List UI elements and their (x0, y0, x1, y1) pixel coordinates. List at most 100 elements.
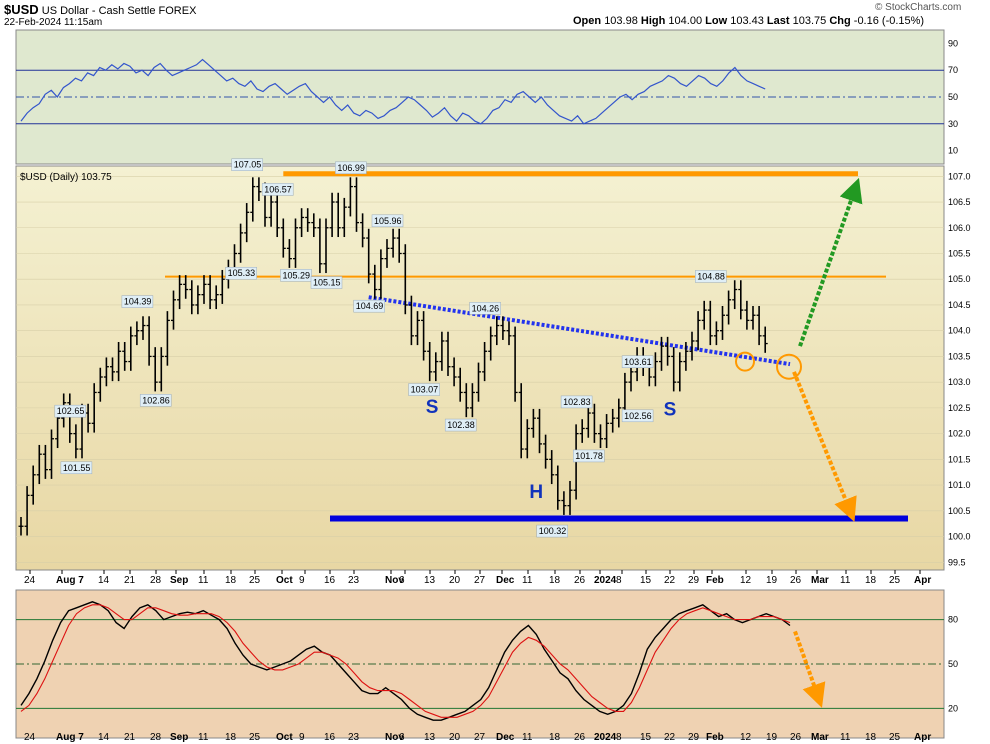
price-annotation: 104.69 (356, 301, 384, 311)
stoch-x-tick-label: 26 (790, 732, 802, 743)
stoch-x-tick-label: 11 (522, 732, 533, 743)
price-x-tick-label: Dec (496, 575, 515, 586)
price-x-tick-label: 11 (198, 575, 209, 586)
price-annotation: 106.57 (264, 184, 292, 194)
chg-value: -0.16 (-0.15%) (853, 15, 925, 27)
price-annotation: 105.33 (228, 268, 256, 278)
price-annotation-box (261, 183, 294, 196)
chart-datetime: 22-Feb-2024 11:15am (4, 17, 103, 28)
stoch-x-tick-label: 8 (616, 732, 622, 743)
stoch-tick-label: 80 (948, 615, 958, 625)
ohlc-readout: Open 103.98 High 104.00 Low 103.43 Last … (573, 15, 924, 27)
chg-label: Chg (829, 15, 851, 27)
price-x-tick-label: 18 (225, 575, 237, 586)
stoch-x-tick-label: 27 (474, 732, 486, 743)
price-tick-label: 104.0 (948, 326, 971, 336)
stoch-x-tick-label: 24 (24, 732, 36, 743)
price-annotation: 104.26 (472, 303, 500, 313)
stoch-x-tick-label: 6 (399, 732, 405, 743)
price-x-tick-label: 11 (522, 575, 533, 586)
price-annotation: 100.32 (539, 526, 567, 536)
price-annotation: 103.07 (411, 385, 439, 395)
price-annotation: 102.38 (447, 420, 475, 430)
price-annotation-box (139, 394, 172, 407)
price-x-tick-label: 25 (889, 575, 901, 586)
price-annotation-box (280, 269, 312, 282)
stoch-x-tick-label: 13 (424, 732, 436, 743)
price-x-tick-label: 19 (766, 575, 778, 586)
price-annotation: 106.99 (337, 163, 365, 173)
price-x-tick-label: 25 (249, 575, 261, 586)
stoch-x-tick-label: 11 (840, 732, 851, 743)
stoch-x-tick-label: 18 (865, 732, 877, 743)
price-tick-label: 99.5 (948, 557, 966, 567)
instrument-name: US Dollar - Cash Settle (41, 5, 156, 17)
price-annotation: 101.55 (63, 463, 91, 473)
price-tick-label: 100.0 (948, 532, 971, 542)
stoch-x-tick-label: Sep (170, 732, 188, 743)
breakdown-down-arrow (792, 371, 857, 522)
price-x-tick-label: 16 (324, 575, 336, 586)
price-x-tick-label: Apr (914, 575, 931, 586)
price-annotation-box (225, 266, 257, 280)
price-tick-label: 101.0 (948, 480, 971, 490)
low-value: 103.43 (730, 15, 764, 27)
price-annotation: 104.88 (697, 271, 725, 281)
price-tick-label: 101.5 (948, 454, 971, 464)
price-x-tick-label: 12 (740, 575, 752, 586)
price-annotation: 102.86 (142, 395, 170, 405)
price-tick-label: 104.5 (948, 300, 971, 310)
stoch-x-tick-label: 21 (124, 732, 136, 743)
price-annotation: 105.29 (283, 270, 311, 280)
price-annotation-box (353, 299, 385, 313)
price-annotation: 104.39 (124, 297, 152, 307)
symbol: $USD (4, 2, 39, 17)
price-annotation-box (573, 449, 605, 463)
stoch-x-tick-label: 11 (198, 732, 209, 743)
last-label: Last (766, 15, 790, 27)
low-label: Low (705, 15, 728, 27)
stoch-x-tick-label: 12 (740, 732, 752, 743)
stoch-x-tick-label: Apr (914, 732, 931, 743)
stoch-x-tick-label: 25 (249, 732, 261, 743)
price-annotation: 103.61 (624, 357, 652, 367)
price-x-tick-label: 15 (640, 575, 652, 586)
price-x-tick-label: Aug 7 (56, 575, 84, 586)
open-label: Open (573, 15, 602, 27)
stoch-x-tick-label: Aug 7 (56, 732, 84, 743)
price-x-tick-label: 22 (664, 575, 676, 586)
price-x-tick-label: 8 (616, 575, 622, 586)
stoch-x-tick-label: Mar (811, 732, 829, 743)
price-x-tick-label: 29 (688, 575, 700, 586)
price-annotation-box (469, 302, 501, 315)
price-annotation-box (121, 295, 154, 308)
price-x-tick-label: 2024 (594, 575, 617, 586)
price-panel-title: $USD (Daily) 103.75 (20, 172, 112, 183)
price-x-tick-label: Oct (276, 575, 293, 586)
price-annotation-box (335, 161, 367, 175)
highlight-circle (735, 351, 755, 372)
price-x-tick-label: Sep (170, 575, 188, 586)
stoch-x-tick-label: 28 (150, 732, 162, 743)
stoch-x-tick-label: 14 (98, 732, 110, 743)
rsi-tick-label: 90 (948, 38, 958, 48)
rsi-tick-label: 50 (948, 92, 958, 102)
price-annotation: 105.15 (313, 278, 341, 288)
price-annotation-box (310, 276, 343, 289)
stoch-x-tick-label: Oct (276, 732, 293, 743)
price-x-tick-label: 24 (24, 575, 36, 586)
last-value: 103.75 (792, 15, 827, 27)
stoch-x-tick-label: 16 (324, 732, 336, 743)
price-annotation-box (560, 395, 593, 409)
breakout-up-arrow (798, 177, 863, 347)
price-x-tick-label: 27 (474, 575, 486, 586)
pattern-label: S (664, 400, 677, 421)
stoch-series-line (20, 604, 791, 718)
stoch-x-tick-label: 23 (348, 732, 360, 743)
price-tick-label: 103.5 (948, 351, 971, 361)
stoch-x-tick-label: 25 (889, 732, 901, 743)
price-annotation: 102.83 (563, 397, 591, 407)
exchange: FOREX (158, 5, 197, 17)
price-x-tick-label: 6 (399, 575, 405, 586)
